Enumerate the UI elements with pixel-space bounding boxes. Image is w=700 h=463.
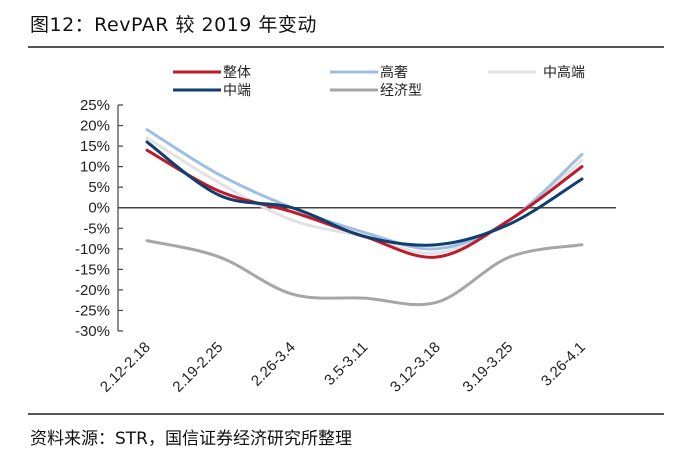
y-tick-label: -30%: [75, 323, 110, 340]
series-overall-legend-label: 整体: [223, 65, 251, 81]
y-tick-label: -10%: [75, 241, 110, 258]
y-tick-label: -15%: [75, 261, 110, 278]
x-tick-label: 3.5-3.11: [321, 339, 371, 389]
y-tick-label: 15%: [80, 138, 110, 155]
y-tick-label: -25%: [75, 302, 110, 319]
x-axis: 2.12-2.18 2.19-2.25 2.26-3.4 3.5-3.11 3.12-3…: [97, 339, 589, 396]
series-overall-line: [145, 148, 584, 259]
y-tick-label: -20%: [75, 282, 110, 299]
top-divider: [28, 46, 664, 48]
y-axis: 25% 20% 15% 10% 5% 0% -5% -10% -15% -20% -25% -30%: [75, 97, 616, 340]
y-tick-label: 5%: [88, 179, 110, 196]
source-note: 资料来源：STR，国信证券经济研究所整理: [30, 429, 352, 449]
x-tick-label: 3.26-4.1: [538, 339, 589, 390]
x-tick-label: 2.12-2.18: [97, 339, 154, 396]
series-economy-line: [145, 239, 584, 307]
x-tick-label: 2.19-2.25: [169, 339, 226, 396]
bottom-divider: [28, 413, 664, 415]
series-upper-midscale-legend-label: 中高端: [543, 64, 585, 81]
series-midscale-legend-label: 中端: [223, 83, 251, 99]
y-tick-label: 0%: [88, 200, 110, 217]
y-tick-label: 20%: [80, 118, 110, 135]
chart-title: 图12：RevPAR 较 2019 年变动: [30, 14, 317, 36]
y-tick-label: 25%: [80, 97, 110, 114]
y-tick-label: 10%: [80, 159, 110, 176]
series-midscale-line: [145, 140, 584, 247]
x-tick-label: 2.26-3.4: [248, 339, 299, 390]
series-luxury-legend-label: 高奢: [380, 64, 408, 81]
x-tick-label: 3.12-3.18: [387, 339, 444, 396]
series-lines: [145, 128, 584, 307]
x-tick-label: 3.19-3.25: [459, 339, 516, 396]
y-tick-label: -5%: [83, 220, 110, 237]
series-economy-legend-label: 经济型: [380, 83, 422, 99]
